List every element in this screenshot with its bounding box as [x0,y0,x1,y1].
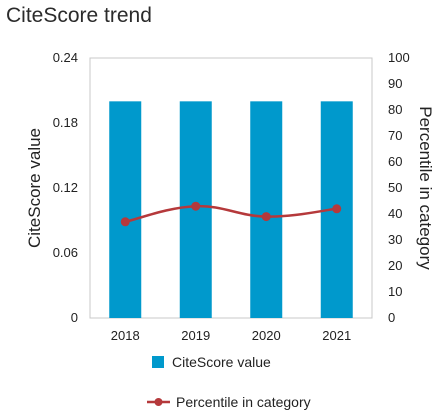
percentile-line [124,204,337,224]
percentile-point-2020 [261,212,271,222]
right-tick-label: 70 [388,128,402,143]
legend-label-percentile: Percentile in category [176,394,311,410]
percentile-point-2018 [120,217,130,227]
left-tick-label: 0.06 [53,245,78,260]
right-tick-label: 40 [388,206,402,221]
right-tick-label: 80 [388,102,402,117]
legend-point-swatch [154,398,163,406]
right-tick-label: 10 [388,284,402,299]
x-tick-label: 2019 [181,328,210,343]
x-tick-label: 2021 [322,328,351,343]
right-tick-label: 60 [388,154,402,169]
bar-2020 [250,101,283,318]
left-tick-label: 0.18 [53,115,78,130]
x-tick-label: 2020 [252,328,281,343]
plot-frame [89,57,373,319]
left-tick-label: 0.12 [53,180,78,195]
left-axis-title: CiteScore value [25,128,44,248]
right-tick-label: 30 [388,232,402,247]
legend-label-citescore: CiteScore value [172,354,271,370]
left-tick-label: 0.24 [53,50,78,65]
right-axis-title: Percentile in category [416,106,435,270]
right-tick-label: 50 [388,180,402,195]
x-tick-label: 2018 [111,328,140,343]
left-tick-label: 0 [71,310,78,325]
page-title: CiteScore trend [6,4,152,27]
legend-bar-swatch [152,356,164,368]
right-tick-label: 100 [388,50,410,65]
right-tick-label: 90 [388,76,402,91]
bar-2018 [109,101,142,318]
right-tick-label: 0 [388,310,395,325]
percentile-point-2019 [191,201,201,211]
right-tick-label: 20 [388,258,402,273]
percentile-point-2021 [332,204,342,214]
